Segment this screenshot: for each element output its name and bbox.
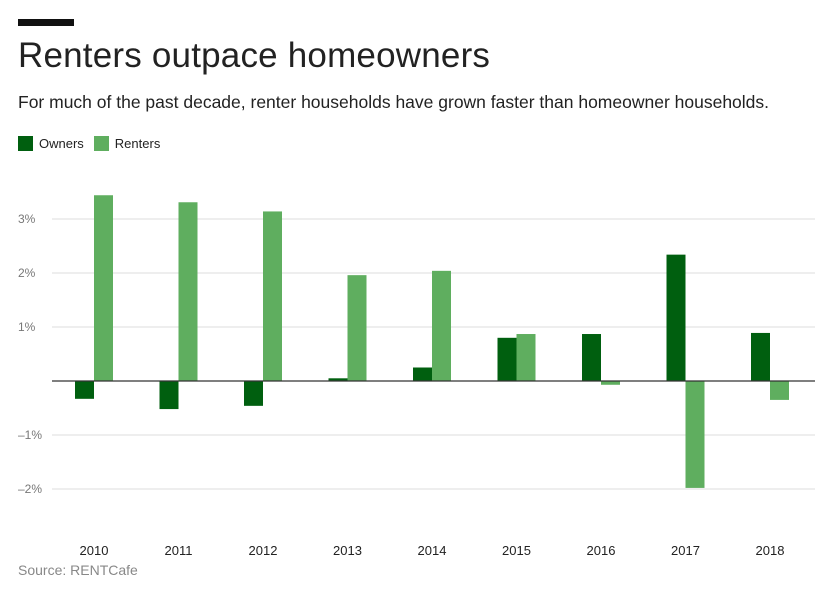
bar-renters-2016 xyxy=(601,381,620,385)
bar-renters-2013 xyxy=(347,275,367,381)
x-tick-label: 2012 xyxy=(249,543,278,558)
x-tick-label: 2010 xyxy=(80,543,109,558)
chart-title: Renters outpace homeowners xyxy=(18,36,491,75)
bar-owners-2014 xyxy=(413,367,432,381)
bar-owners-2012 xyxy=(244,381,263,406)
bar-renters-2012 xyxy=(263,211,282,381)
y-tick-label: –1% xyxy=(18,428,42,442)
bar-owners-2018 xyxy=(751,332,770,381)
legend: Owners Renters xyxy=(18,136,170,151)
x-tick-label: 2017 xyxy=(671,543,700,558)
y-tick-label: 2% xyxy=(18,266,36,280)
accent-bar xyxy=(18,19,74,26)
y-tick-label: 3% xyxy=(18,212,36,226)
legend-swatch-renters xyxy=(93,136,109,151)
x-tick-label: 2011 xyxy=(165,543,193,558)
bar-renters-2017 xyxy=(685,381,705,488)
bar-renters-2018 xyxy=(770,381,789,400)
x-tick-label: 2018 xyxy=(756,543,785,558)
bar-renters-2011 xyxy=(178,202,198,381)
x-tick-label: 2015 xyxy=(502,543,531,558)
bar-owners-2011 xyxy=(159,381,179,410)
bar-owners-2013 xyxy=(328,378,348,381)
bar-owners-2010 xyxy=(75,381,94,399)
legend-label-renters: Renters xyxy=(114,136,161,151)
x-tick-label: 2014 xyxy=(418,543,447,558)
bar-owners-2016 xyxy=(582,334,601,381)
bar-owners-2015 xyxy=(497,337,517,381)
chart-subtitle: For much of the past decade, renter hous… xyxy=(18,92,770,112)
legend-item-owners: Owners xyxy=(18,136,84,151)
legend-item-renters: Renters xyxy=(93,136,161,151)
legend-label-owners: Owners xyxy=(39,136,84,151)
bar-renters-2010 xyxy=(94,195,113,381)
bars xyxy=(75,195,789,488)
bar-renters-2014 xyxy=(432,270,451,381)
y-tick-label: 1% xyxy=(18,320,36,334)
bar-renters-2015 xyxy=(516,334,536,381)
legend-swatch-owners xyxy=(18,136,33,151)
bar-owners-2017 xyxy=(666,254,686,381)
y-tick-label: –2% xyxy=(18,482,42,496)
x-tick-label: 2016 xyxy=(587,543,616,558)
x-tick-label: 2013 xyxy=(333,543,362,558)
source-note: Source: RENTCafe xyxy=(18,562,138,578)
axes: –2% –1% 1% 2% 3% 2010 2011 2012 2013 2014 2015 2016… xyxy=(18,212,815,558)
